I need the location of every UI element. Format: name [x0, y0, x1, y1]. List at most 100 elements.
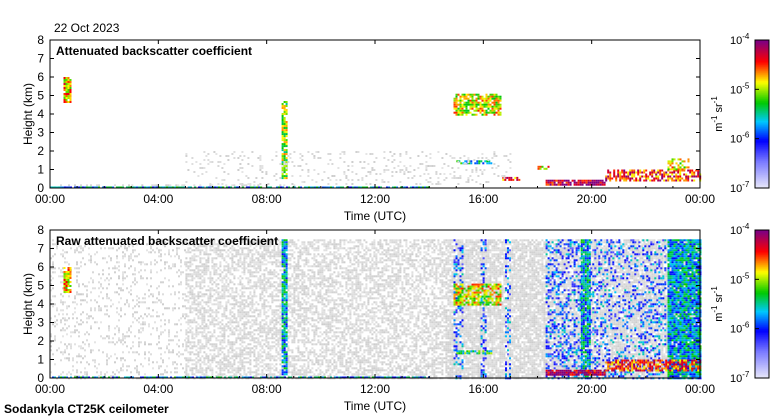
backscatter-cell	[199, 265, 201, 267]
backscatter-cell	[223, 309, 225, 311]
backscatter-cell	[383, 171, 385, 173]
backscatter-cell	[68, 295, 70, 297]
backscatter-cell	[678, 166, 680, 168]
backscatter-cell	[684, 160, 686, 162]
backscatter-cell	[70, 87, 72, 89]
backscatter-cell	[261, 255, 263, 257]
backscatter-cell	[431, 183, 433, 185]
backscatter-cell	[199, 167, 201, 169]
backscatter-cell	[269, 331, 271, 333]
backscatter-cell	[233, 249, 235, 251]
backscatter-cell	[223, 339, 225, 341]
backscatter-cell	[315, 309, 317, 311]
backscatter-cell	[284, 129, 286, 131]
backscatter-cell	[259, 259, 261, 261]
backscatter-cell	[86, 321, 88, 323]
backscatter-cell	[72, 359, 74, 361]
backscatter-cell	[546, 180, 548, 182]
backscatter-cell	[203, 327, 205, 329]
backscatter-cell	[257, 281, 259, 283]
backscatter-cell	[151, 184, 153, 186]
backscatter-cell	[205, 259, 207, 261]
backscatter-cell	[299, 357, 301, 359]
backscatter-cell	[211, 287, 213, 289]
backscatter-cell	[303, 371, 305, 373]
backscatter-cell	[305, 349, 307, 351]
backscatter-cell	[584, 182, 586, 184]
backscatter-cell	[217, 267, 219, 269]
backscatter-cell	[80, 371, 82, 373]
backscatter-cell	[460, 98, 462, 100]
backscatter-cell	[243, 184, 245, 186]
backscatter-cell	[286, 173, 288, 175]
backscatter-cell	[221, 367, 223, 369]
backscatter-cell	[678, 168, 680, 170]
backscatter-cell	[468, 100, 470, 102]
backscatter-cell	[255, 361, 257, 363]
backscatter-cell	[162, 303, 164, 305]
backscatter-cell	[687, 180, 689, 182]
backscatter-cell	[209, 297, 211, 299]
backscatter-cell	[142, 329, 144, 331]
backscatter-cell	[287, 329, 289, 331]
backscatter-cell	[287, 349, 289, 351]
backscatter-cell	[197, 359, 199, 361]
backscatter-cell	[629, 174, 631, 176]
backscatter-cell	[476, 104, 478, 106]
backscatter-cell	[205, 325, 207, 327]
backscatter-cell	[267, 305, 269, 307]
backscatter-cell	[221, 315, 223, 317]
backscatter-cell	[140, 261, 142, 263]
backscatter-cell	[176, 249, 178, 251]
backscatter-cell	[72, 357, 74, 359]
backscatter-cell	[158, 337, 160, 339]
backscatter-cell	[271, 333, 273, 335]
backscatter-cell	[229, 269, 231, 271]
backscatter-cell	[313, 293, 315, 295]
colorbar-tick-base: 10	[730, 84, 742, 96]
backscatter-cell	[253, 275, 255, 277]
backscatter-cell	[267, 315, 269, 317]
backscatter-cell	[185, 181, 187, 183]
backscatter-cell	[225, 359, 227, 361]
backscatter-cell	[225, 269, 227, 271]
backscatter-cell	[221, 285, 223, 287]
backscatter-cell	[245, 317, 247, 319]
backscatter-cell	[243, 257, 245, 259]
backscatter-cell	[114, 327, 116, 329]
backscatter-cell	[359, 161, 361, 163]
backscatter-cell	[464, 110, 466, 112]
backscatter-cell	[215, 345, 217, 347]
backscatter-cell	[219, 291, 221, 293]
backscatter-cell	[201, 305, 203, 307]
backscatter-cell	[94, 365, 96, 367]
backscatter-cell	[199, 325, 201, 327]
backscatter-cell	[189, 279, 191, 281]
backscatter-cell	[291, 369, 293, 371]
backscatter-cell	[185, 283, 187, 285]
backscatter-cell	[201, 367, 203, 369]
backscatter-cell	[319, 277, 321, 279]
backscatter-cell	[279, 315, 281, 317]
backscatter-cell	[219, 305, 221, 307]
backscatter-cell	[205, 293, 207, 295]
backscatter-cell	[199, 339, 201, 341]
backscatter-cell	[92, 281, 94, 283]
backscatter-cell	[144, 351, 146, 353]
backscatter-cell	[96, 371, 98, 373]
backscatter-cell	[629, 178, 631, 180]
backscatter-cell	[239, 353, 241, 355]
backscatter-cell	[665, 180, 667, 182]
backscatter-cell	[265, 277, 267, 279]
backscatter-cell	[219, 261, 221, 263]
backscatter-cell	[66, 85, 68, 87]
backscatter-cell	[215, 291, 217, 293]
backscatter-cell	[231, 257, 233, 259]
backscatter-cell	[305, 359, 307, 361]
backscatter-cell	[203, 311, 205, 313]
backscatter-cell	[182, 297, 184, 299]
backscatter-cell	[160, 259, 162, 261]
backscatter-cell	[462, 94, 464, 96]
backscatter-cell	[241, 249, 243, 251]
backscatter-cell	[295, 289, 297, 291]
